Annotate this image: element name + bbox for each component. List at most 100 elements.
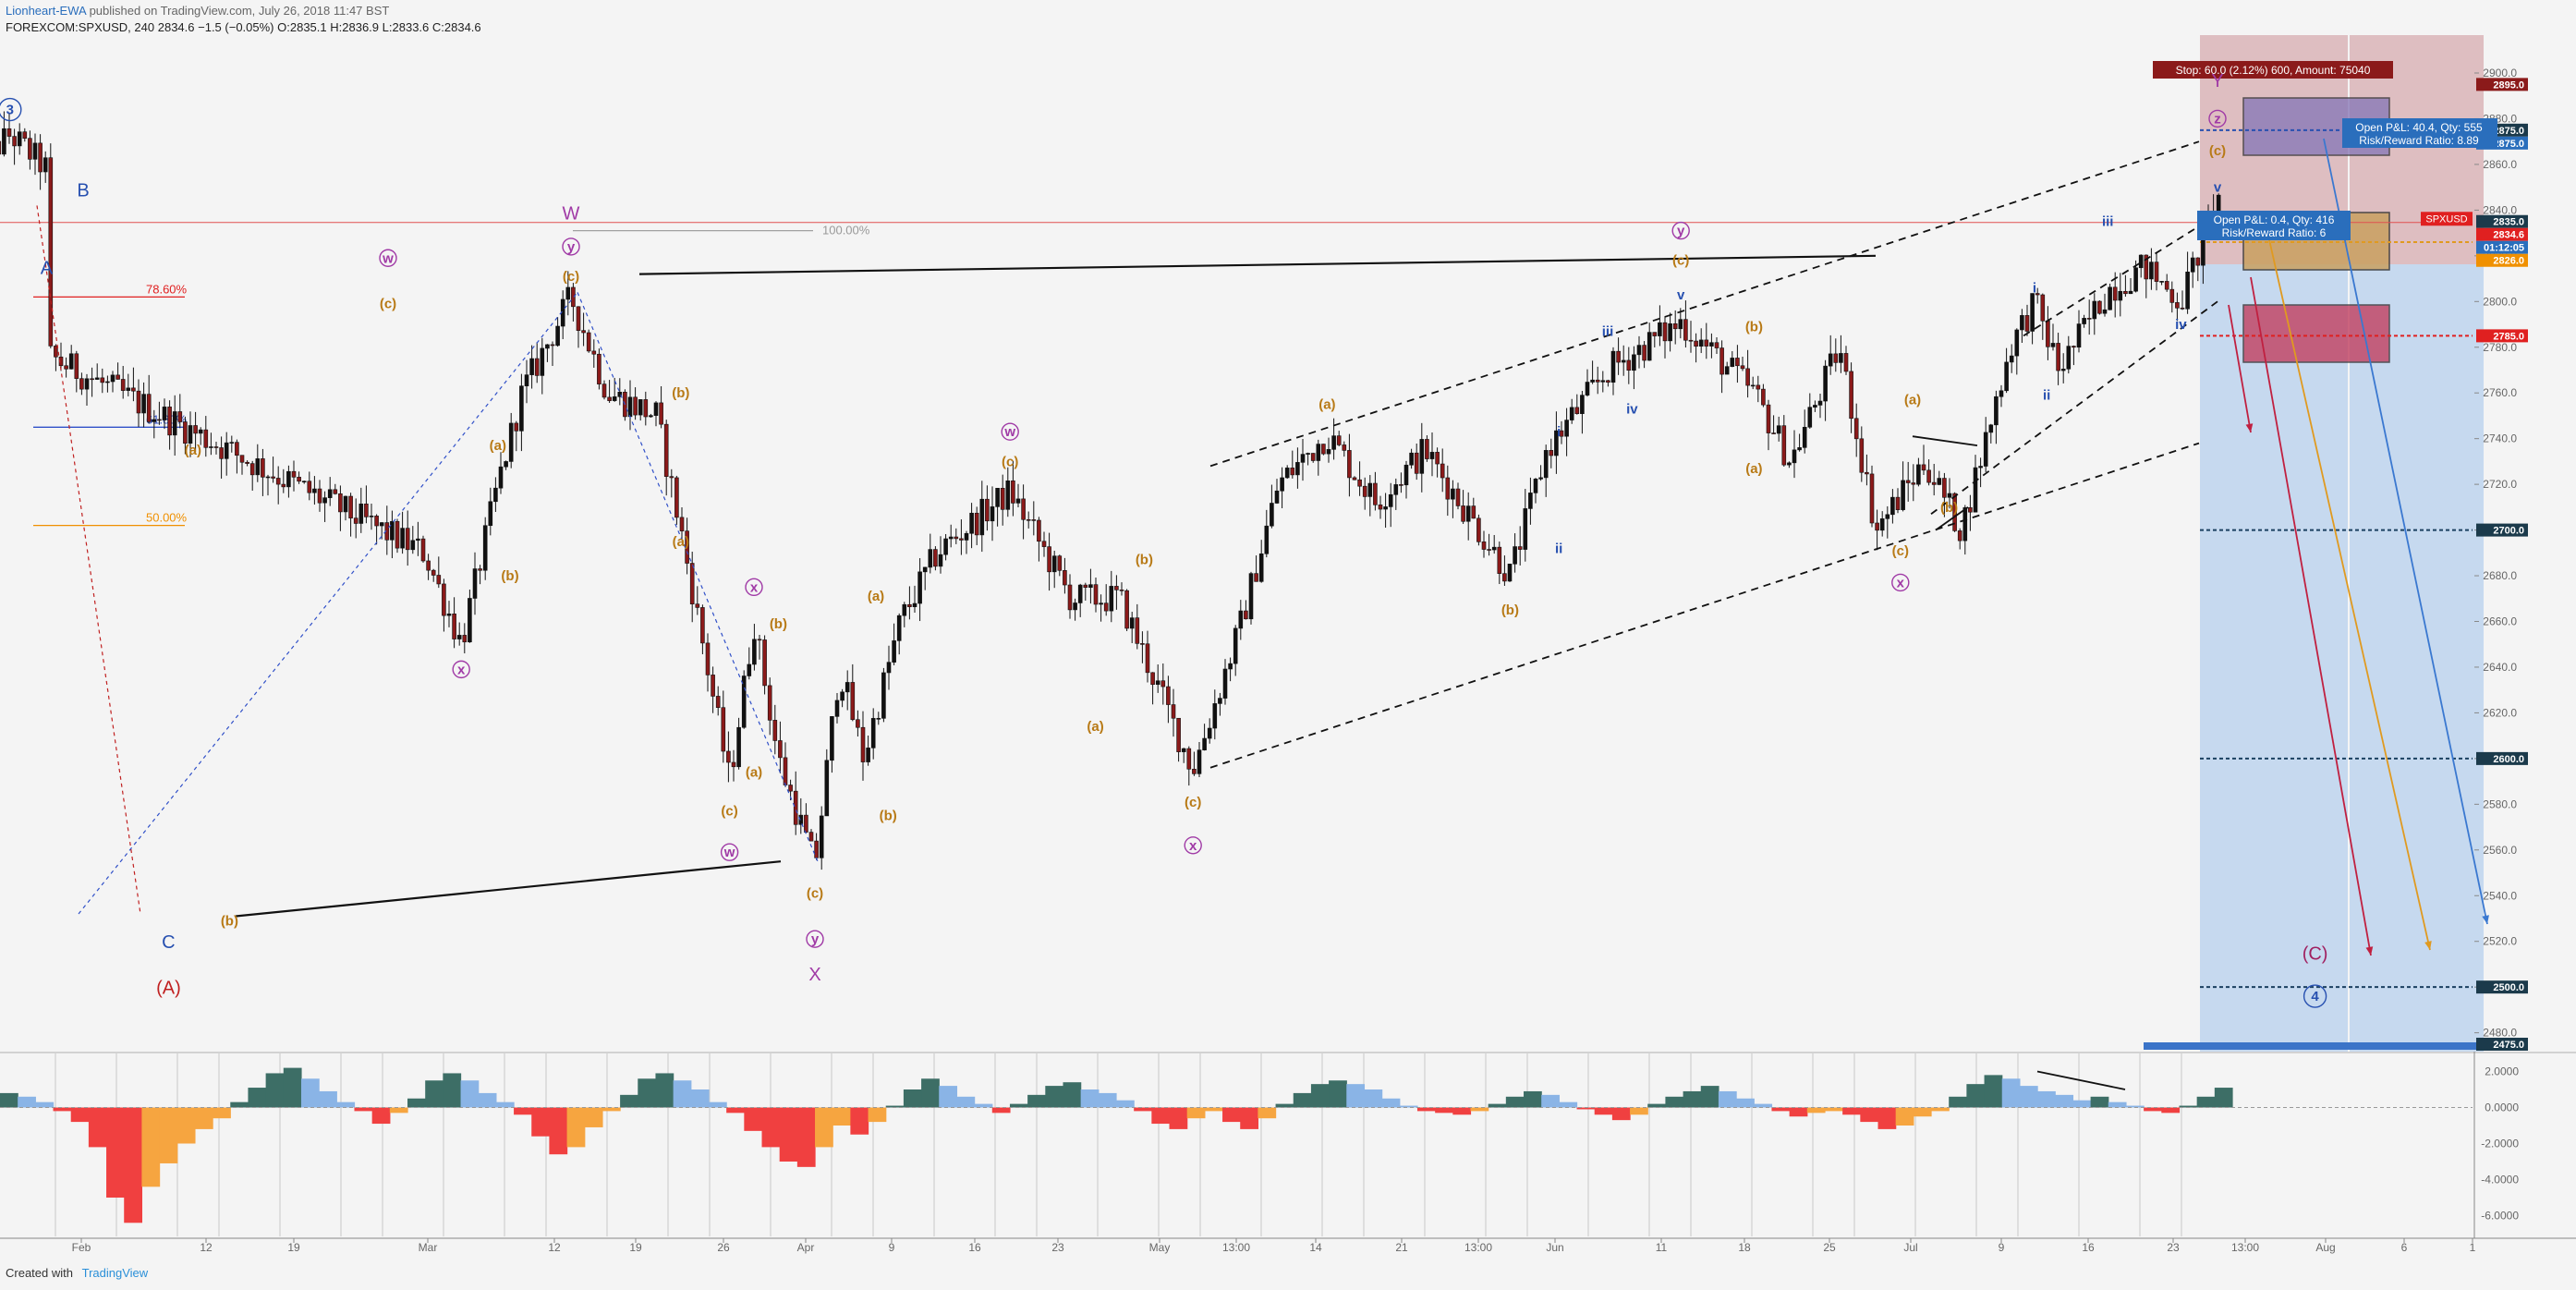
oscillator-bar — [18, 1096, 36, 1108]
candle-body — [834, 700, 840, 717]
candle-body — [255, 458, 261, 476]
candle-body — [881, 672, 886, 719]
candle-body — [1719, 347, 1724, 375]
candle-body — [1590, 379, 1595, 383]
candle-body — [1859, 438, 1865, 473]
oscillator-bar — [283, 1067, 302, 1108]
candle-body — [1709, 342, 1714, 347]
candle-body — [1750, 384, 1756, 387]
price-tick-label: 2640.0 — [2483, 661, 2517, 674]
candle-body — [2138, 254, 2144, 269]
candle-body — [736, 726, 741, 768]
oscillator-bar — [1186, 1107, 1206, 1119]
oscillator-bar — [1063, 1082, 1082, 1108]
candle-body — [2, 128, 6, 155]
oscillator-bar — [1258, 1107, 1277, 1119]
ohlc-low: L:2833.6 — [382, 20, 430, 34]
time-tick-label: 18 — [1738, 1241, 1751, 1254]
candle-body — [1284, 468, 1290, 479]
oscillator-tick-label: 0.0000 — [2485, 1101, 2519, 1114]
oscillator-bar — [1824, 1107, 1843, 1112]
wave-label: iii — [1602, 323, 1614, 339]
candle-body — [788, 785, 793, 792]
price-tick-label: 2480.0 — [2483, 1027, 2517, 1040]
fib-level-label: 50.00% — [146, 511, 188, 525]
symbol-name[interactable]: FOREXCOM:SPXUSD, 240 — [6, 20, 155, 34]
wave-label: iv — [2175, 317, 2187, 333]
candle-body — [757, 639, 762, 641]
candle-body — [105, 381, 110, 383]
candle-body — [1099, 602, 1103, 605]
oscillator-bar — [1576, 1107, 1596, 1110]
wave-label: (b) — [1745, 319, 1763, 335]
candle-body — [1399, 484, 1403, 486]
oscillator-bar — [2055, 1094, 2074, 1108]
candle-body — [1678, 319, 1683, 330]
wave-label: (c) — [1185, 795, 1201, 810]
candle-body — [136, 390, 141, 414]
time-tick-label: 13:00 — [1464, 1241, 1492, 1254]
candle-body — [0, 140, 2, 155]
tradingview-logo-link[interactable]: TradingView — [81, 1266, 149, 1280]
time-tick-label: 25 — [1823, 1241, 1836, 1254]
oscillator-bar — [425, 1080, 444, 1108]
candle-body — [1668, 322, 1672, 342]
price-axis-label-bg — [2476, 329, 2528, 343]
candle-body — [235, 442, 239, 456]
candle-body — [2159, 281, 2164, 283]
oscillator-bar — [2090, 1096, 2109, 1108]
oscillator-bar — [265, 1073, 285, 1108]
author-link[interactable]: Lionheart-EWA — [6, 4, 86, 18]
candle-body — [1740, 365, 1745, 370]
price-tick-label: 2620.0 — [2483, 706, 2517, 719]
wave-label: (a) — [185, 443, 201, 458]
candle-body — [1171, 704, 1176, 719]
pnl-2-bg — [2197, 211, 2351, 240]
candle-body — [478, 568, 482, 571]
price-tick-label: 2800.0 — [2483, 295, 2517, 308]
candle-body — [1471, 505, 1476, 519]
candle-body — [607, 396, 612, 401]
oscillator-bar — [106, 1107, 125, 1198]
oscillator-bar — [2001, 1078, 2021, 1108]
oscillator-bar — [88, 1107, 107, 1148]
oscillator-bar — [124, 1107, 142, 1223]
oscillator-bar — [584, 1107, 603, 1127]
candle-body — [431, 569, 436, 576]
oscillator-bar — [460, 1080, 480, 1108]
oscillator-bar — [1700, 1086, 1719, 1108]
candle-body — [38, 142, 43, 173]
oscillator-bar — [1683, 1090, 1702, 1108]
candle-body — [1352, 477, 1357, 481]
oscillator-bar — [1718, 1090, 1737, 1108]
candle-body — [1103, 602, 1109, 612]
candle-body — [711, 675, 715, 697]
candle-body — [84, 378, 90, 390]
candle-body — [959, 538, 964, 541]
wave-label: (c) — [563, 269, 579, 285]
oscillator-bar — [1949, 1096, 1967, 1108]
candle-body — [188, 425, 193, 444]
wave-label: (a) — [673, 534, 689, 550]
wave-label: (c) — [1672, 253, 1689, 269]
candle-body — [1481, 542, 1487, 550]
candle-body — [741, 675, 747, 728]
candle-body — [141, 394, 146, 414]
candle-body — [1037, 519, 1041, 542]
candle-body — [2076, 323, 2082, 348]
candle-body — [1724, 366, 1730, 375]
wave-label: X — [808, 965, 820, 985]
oscillator-bar — [1966, 1084, 1986, 1108]
candle-body — [219, 447, 224, 459]
oscillator-bar — [514, 1107, 532, 1115]
arrow-red-short — [2228, 304, 2252, 433]
candle-body — [1994, 396, 1999, 426]
candle-body — [954, 536, 959, 540]
candle-body — [844, 682, 850, 693]
candle-body — [1756, 384, 1761, 390]
oscillator-bar — [1151, 1107, 1171, 1125]
candle-body — [1704, 339, 1709, 347]
candle-body — [1176, 717, 1181, 752]
candle-body — [2123, 290, 2128, 295]
